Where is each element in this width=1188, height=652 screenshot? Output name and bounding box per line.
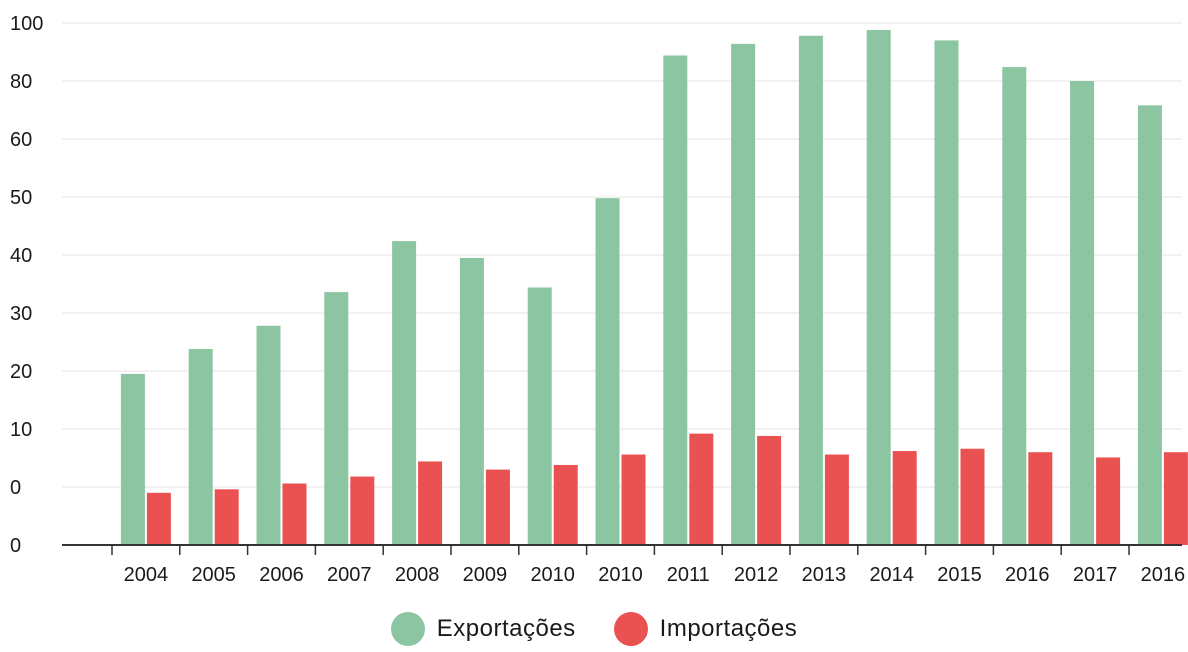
y-tick-label: 100 (10, 13, 43, 35)
x-tick-label: 2010 (530, 564, 575, 586)
legend-label-exportacoes: Exportações (436, 615, 576, 642)
bar-importacoes (282, 483, 307, 545)
bar-exportacoes (866, 29, 891, 545)
x-tick-label: 2006 (259, 564, 304, 586)
bar-exportacoes (459, 257, 484, 545)
x-tick-label: 2005 (191, 564, 236, 586)
bar-importacoes (892, 451, 917, 545)
bar-importacoes (1028, 452, 1053, 545)
bar-importacoes (1096, 457, 1121, 545)
bar-exportacoes (324, 292, 349, 545)
bar-exportacoes (1070, 81, 1095, 545)
x-tick-label: 2010 (598, 564, 643, 586)
bar-exportacoes (798, 35, 823, 545)
legend-swatch-exportacoes (390, 612, 425, 646)
bar-exportacoes (256, 325, 281, 545)
grid-lines (62, 22, 1182, 488)
y-tick-label: 50 (10, 187, 32, 209)
x-tick-label: 2011 (667, 564, 710, 586)
legend-item-exportacoes: Exportações (390, 612, 576, 646)
bar-exportacoes (1137, 105, 1162, 546)
x-tick-label: 2015 (937, 564, 982, 586)
bar-importacoes (553, 464, 578, 545)
bar-exportacoes (120, 373, 145, 545)
y-tick-label: 0 (10, 477, 21, 499)
x-tick-label: 2016 (1005, 564, 1050, 586)
bar-exportacoes (595, 198, 620, 545)
bars (120, 29, 1188, 546)
bar-exportacoes (663, 55, 688, 545)
legend-item-importacoes: Importações (613, 612, 798, 646)
bar-exportacoes (1002, 67, 1027, 545)
x-tick-label: 2013 (802, 564, 847, 586)
x-tick-label: 2012 (734, 564, 779, 586)
x-tick-label: 2004 (124, 564, 169, 586)
bar-exportacoes (731, 43, 756, 545)
bar-importacoes (418, 461, 443, 545)
legend: Exportações Importações (0, 612, 1188, 646)
y-tick-label: 60 (10, 129, 32, 151)
bar-exportacoes (934, 40, 959, 546)
y-axis-ticks: 0 0 10 20 30 40 50 60 80 100 (10, 13, 43, 557)
bar-exportacoes (527, 287, 552, 545)
x-tick-label: 2007 (327, 564, 372, 586)
legend-label-importacoes: Importações (659, 615, 798, 642)
x-tick-label: 2014 (869, 564, 914, 586)
x-tick-label: 2016 (1141, 564, 1186, 586)
bar-importacoes (1163, 452, 1188, 545)
y-tick-label: 0 (10, 535, 21, 557)
bar-importacoes (146, 492, 171, 545)
x-tick-label: 2009 (463, 564, 508, 586)
bar-exportacoes (392, 241, 417, 545)
y-tick-label: 80 (10, 71, 32, 93)
bar-exportacoes (188, 348, 213, 545)
x-axis-ticks: 2004 2005 2006 2007 2008 2009 2010 2010 2011 2012… (111, 545, 1186, 586)
x-tick-label: 2008 (395, 564, 440, 586)
bar-importacoes (689, 433, 714, 545)
bar-importacoes (214, 489, 239, 545)
x-tick-label: 2017 (1073, 564, 1118, 586)
y-tick-label: 30 (10, 303, 32, 325)
legend-swatch-importacoes (613, 612, 648, 646)
bar-importacoes (824, 454, 849, 545)
bar-chart: 0 0 10 20 30 40 50 60 80 100 2004 2005 2006 2007 2008… (10, 13, 1188, 586)
bar-importacoes (757, 435, 782, 545)
y-tick-label: 40 (10, 245, 32, 267)
y-tick-label: 20 (10, 361, 32, 383)
bar-importacoes (960, 448, 985, 545)
bar-importacoes (350, 476, 375, 545)
bar-importacoes (621, 454, 646, 545)
bar-importacoes (485, 469, 510, 545)
y-tick-label: 10 (10, 419, 32, 441)
